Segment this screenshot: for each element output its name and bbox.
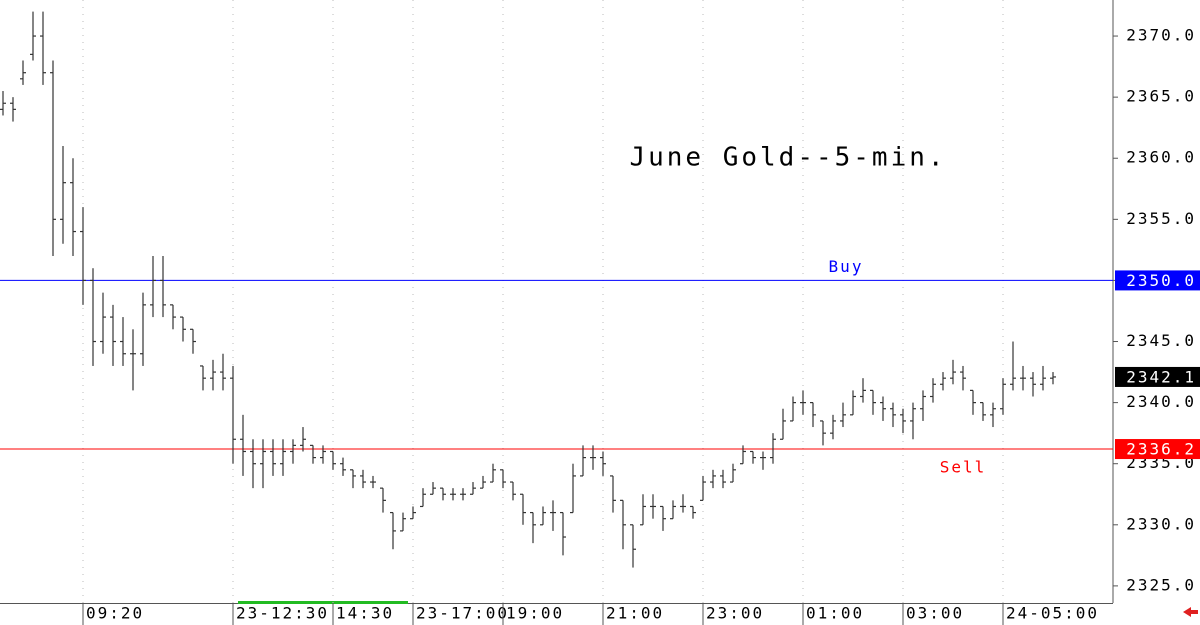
level-value-label: 2350.0: [1126, 271, 1196, 290]
y-tick-label: 2365.0: [1126, 87, 1196, 106]
x-tick-label: 23-17:00: [416, 604, 509, 623]
x-tick-label: 03:00: [906, 604, 964, 623]
x-tick-label: 23:00: [706, 604, 764, 623]
x-tick-label: 19:00: [506, 604, 564, 623]
y-tick-label: 2325.0: [1126, 575, 1196, 594]
x-tick-label: 14:30: [336, 604, 394, 623]
level-label: Sell: [940, 458, 987, 477]
y-tick-label: 2355.0: [1126, 209, 1196, 228]
scroll-arrow: [1183, 607, 1198, 617]
level-label: Buy: [829, 257, 864, 276]
last-price-box: [1115, 366, 1200, 387]
y-tick-label: 2345.0: [1126, 331, 1196, 350]
x-tick-label: 09:20: [86, 604, 144, 623]
level-value-box: [1115, 439, 1200, 460]
level-value-box: [1115, 270, 1200, 291]
y-tick-label: 2330.0: [1126, 514, 1196, 533]
last-price-label: 2342.1: [1126, 367, 1196, 386]
y-tick-label: 2360.0: [1126, 148, 1196, 167]
x-tick-label: 01:00: [806, 604, 864, 623]
session-highlight: [238, 601, 408, 604]
x-tick-label: 24-05:00: [1006, 604, 1099, 623]
x-tick-label: 23-12:30: [236, 604, 329, 623]
chart-title: June Gold--5-min.: [629, 143, 946, 173]
x-tick-label: 21:00: [606, 604, 664, 623]
y-tick-label: 2370.0: [1126, 26, 1196, 45]
level-value-label: 2336.2: [1126, 440, 1196, 459]
y-tick-label: 2340.0: [1126, 392, 1196, 411]
